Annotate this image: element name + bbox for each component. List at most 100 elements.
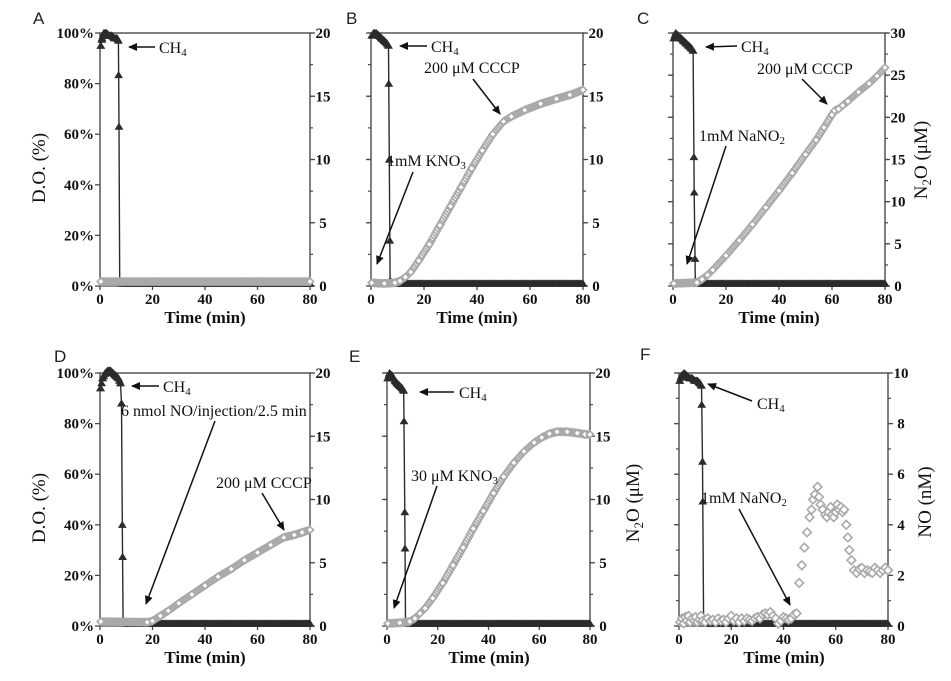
tick-label: 20 xyxy=(316,26,331,42)
tick-label: 20% xyxy=(64,568,94,584)
left-axis: 100% 80% 60% 40% 20% 0% D.O. (%) xyxy=(29,26,100,295)
tick-label: 20 xyxy=(891,110,906,126)
annotation-ch-: CH4 xyxy=(419,385,487,404)
tick-label: 0 xyxy=(319,279,327,295)
annotation-label: 200 μM CCCP xyxy=(216,475,312,492)
annotation-label: 30 μM KNO3 xyxy=(411,468,498,487)
tick-label: 100% xyxy=(57,26,95,42)
x-tick-label: 0 xyxy=(367,292,375,308)
annotation-label: 6 nmol NO/injection/2.5 min xyxy=(121,403,307,420)
x-tick-label: 40 xyxy=(470,292,485,308)
x-tick-label: 60 xyxy=(523,292,538,308)
plot-frame xyxy=(99,32,311,287)
x-tick-label: 20 xyxy=(145,292,160,308)
right-axis: 20 15 10 5 0 xyxy=(583,26,604,295)
tick-label: 60% xyxy=(64,127,94,143)
annotation-label: 1mM NaNO2 xyxy=(701,490,787,509)
annotation-label: CH4 xyxy=(163,379,191,398)
x-tick-label: 80 xyxy=(881,632,896,648)
annotation-label: 1mM NaNO2 xyxy=(699,128,785,147)
tick-label: 80% xyxy=(64,417,94,433)
left-axis xyxy=(674,372,679,627)
x-axis-title: Time (min) xyxy=(738,308,819,327)
panel-C: 0 20 40 60 80 Time (min) 30 25 20 15 10 5 0 N2O (μM) C… xyxy=(637,9,934,327)
x-tick-label: 20 xyxy=(719,292,734,308)
x-tick-label: 0 xyxy=(96,632,104,648)
tick-label: 15 xyxy=(316,429,331,445)
x-axis-title: Time (min) xyxy=(743,648,824,667)
panel-letter-d: D xyxy=(54,347,66,366)
x-tick-label: 40 xyxy=(776,632,791,648)
left-axis xyxy=(366,32,371,287)
x-tick-label: 20 xyxy=(145,632,160,648)
series-n2o xyxy=(96,276,315,287)
x-tick-label: 40 xyxy=(481,632,496,648)
panel-A: 0 20 40 60 80 Time (min) 100% 80% 60% 40% 20% 0% D.O… xyxy=(29,9,331,327)
tick-label: 0% xyxy=(72,279,95,295)
annotation-ch-: CH4 xyxy=(705,39,769,58)
axis-title: D.O. (%) xyxy=(29,473,50,543)
axis-title: D.O. (%) xyxy=(29,133,50,203)
tick-label: 20 xyxy=(316,366,331,382)
x-tick-label: 40 xyxy=(198,632,213,648)
x-tick-label: 80 xyxy=(303,632,318,648)
x-axis: 0 20 40 60 80 Time (min) xyxy=(383,626,598,667)
tick-label: 100% xyxy=(57,366,95,382)
x-tick-label: 20 xyxy=(724,632,739,648)
annotation-label: 1mM KNO3 xyxy=(387,153,466,172)
tick-label: 10 xyxy=(891,195,906,211)
annotation-200-m-cccp: 200 μM CCCP xyxy=(424,60,520,115)
x-tick-label: 60 xyxy=(828,632,843,648)
tick-label: 80% xyxy=(64,77,94,93)
x-axis: 0 20 40 60 80 Time (min) xyxy=(96,286,318,327)
left-axis: 100% 80% 60% 40% 20% 0% D.O. (%) xyxy=(29,366,100,635)
annotation-label: CH4 xyxy=(159,40,187,59)
x-tick-label: 60 xyxy=(532,632,547,648)
tick-label: 10 xyxy=(894,366,909,382)
annotation-label: 200 μM CCCP xyxy=(424,60,520,77)
right-axis: 20 15 10 5 0 N2O (μM) xyxy=(590,366,646,635)
right-axis: 30 25 20 15 10 5 0 N2O (μM) xyxy=(885,26,934,295)
series-do xyxy=(96,29,315,287)
tick-label: 10 xyxy=(596,493,611,509)
series-n2o xyxy=(383,427,595,629)
tick-label: 15 xyxy=(589,89,604,105)
annotation-1mm-kno-: 1mM KNO3 xyxy=(376,153,466,265)
panel-letter-c: C xyxy=(637,9,649,28)
left-axis xyxy=(668,32,673,287)
x-tick-label: 0 xyxy=(669,292,677,308)
tick-label: 4 xyxy=(897,518,905,534)
right-axis: 20 15 10 5 0 xyxy=(310,26,331,295)
x-tick-label: 80 xyxy=(583,632,598,648)
series-no xyxy=(674,481,894,629)
annotation-30-m-kno-: 30 μM KNO3 xyxy=(392,468,498,609)
annotation-label: CH4 xyxy=(741,39,769,58)
tick-label: 5 xyxy=(894,237,902,253)
axis-title: N2O (μM) xyxy=(911,121,934,199)
tick-label: 2 xyxy=(897,568,905,584)
x-tick-label: 20 xyxy=(417,292,432,308)
annotation-1mm-nano-: 1mM NaNO2 xyxy=(685,128,785,265)
series-n2o xyxy=(96,525,315,627)
panel-letter-f: F xyxy=(640,345,650,364)
tick-label: 8 xyxy=(897,417,905,433)
annotation-ch-: CH4 xyxy=(399,39,459,58)
tick-label: 0 xyxy=(894,279,902,295)
tick-label: 30 xyxy=(891,26,906,42)
x-axis-title: Time (min) xyxy=(164,648,245,667)
tick-label: 5 xyxy=(599,556,607,572)
tick-label: 60% xyxy=(64,467,94,483)
annotation-label: CH4 xyxy=(459,385,487,404)
tick-label: 10 xyxy=(589,153,604,169)
right-axis: 10 8 6 4 2 0 NO (nM) xyxy=(888,366,936,635)
x-axis: 0 20 40 60 80 Time (min) xyxy=(96,626,318,667)
series-n2o xyxy=(669,62,890,289)
tick-label: 10 xyxy=(316,493,331,509)
x-tick-label: 60 xyxy=(825,292,840,308)
tick-label: 0 xyxy=(592,279,600,295)
x-tick-label: 0 xyxy=(383,632,391,648)
